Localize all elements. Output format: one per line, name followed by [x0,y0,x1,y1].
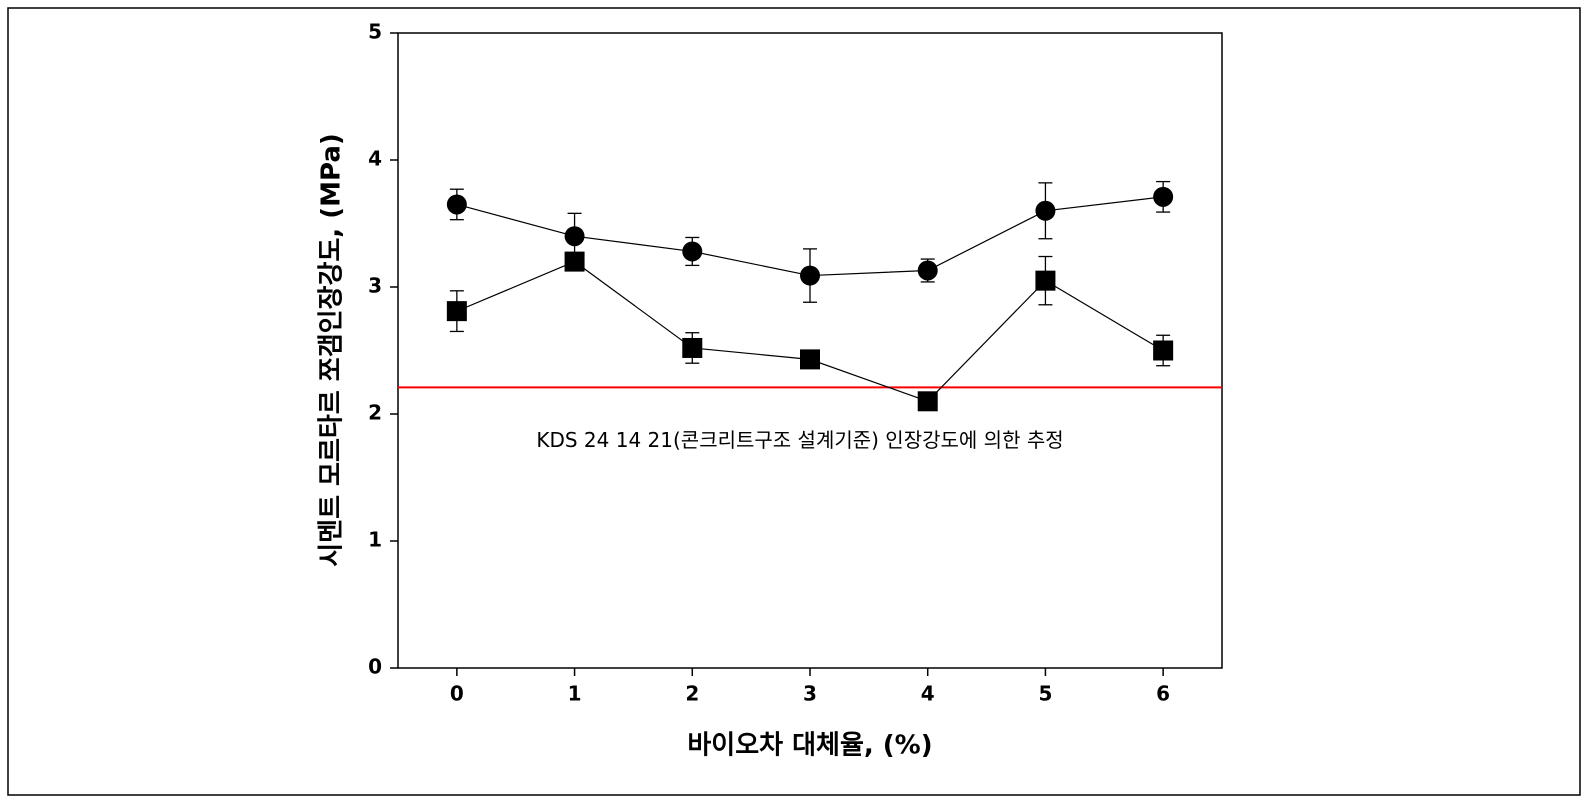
x-tick-label: 2 [685,682,699,706]
marker [917,260,938,281]
marker [1035,200,1056,221]
marker [446,194,467,215]
marker [1153,340,1174,361]
marker [917,391,938,412]
y-tick-label: 5 [368,20,382,44]
marker [1153,186,1174,207]
x-tick-label: 1 [568,682,582,706]
y-tick-label: 0 [368,655,382,679]
x-tick-label: 6 [1156,682,1170,706]
y-tick-label: 1 [368,528,382,552]
x-tick-label: 0 [450,682,464,706]
marker [800,349,820,370]
marker [564,226,585,247]
y-tick-label: 3 [368,274,382,298]
marker [682,241,703,262]
x-axis-title: 바이오차 대체율, (%) [687,731,932,761]
x-tick-label: 5 [1038,682,1052,706]
y-tick-label: 4 [368,147,382,171]
y-tick-label: 2 [368,401,382,425]
reference-label: KDS 24 14 21(콘크리트구조 설계기준) 인장강도에 의한 추정 [536,428,1063,452]
x-tick-label: 3 [803,682,817,706]
x-tick-label: 4 [921,682,935,706]
marker [564,251,585,272]
marker [682,337,703,358]
marker [446,301,467,322]
y-axis-title: 시멘트 모르타르 쪼갬인장강도, (MPa) [317,133,347,567]
marker [800,265,820,286]
frame [7,7,1581,796]
marker [1035,270,1056,291]
